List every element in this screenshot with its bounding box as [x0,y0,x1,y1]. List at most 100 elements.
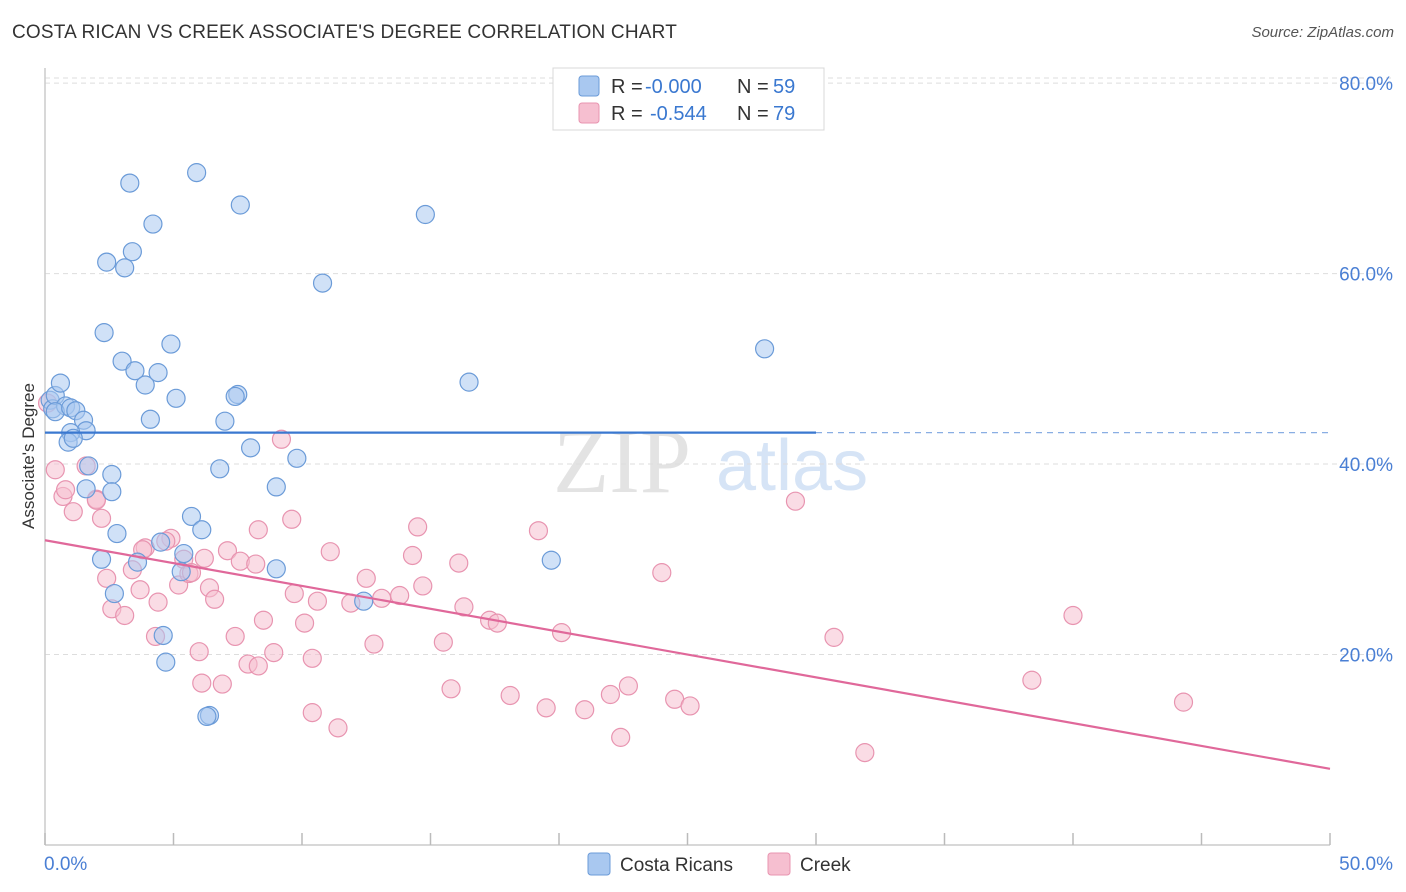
creek-point [402,545,423,566]
costa-rican-point [156,652,176,672]
costa-rican-point [541,550,561,570]
creek-point [271,429,292,449]
costa-rican-point [174,543,194,564]
costa-rican-point [754,339,775,359]
creek-point [536,698,556,718]
creek-point [264,643,284,663]
creek-point [97,568,117,588]
costa-rican-point [102,464,122,485]
creek-point [282,509,302,529]
costa-rican-point [266,559,286,579]
creek-point [364,634,384,654]
costa-rican-point [192,520,212,540]
costa-rican-point [97,252,117,272]
creek-point [433,632,453,652]
costa-rican-point [171,562,191,582]
creek-point [1173,692,1194,712]
legend-swatch-creek [767,852,791,876]
creek-point [1022,670,1042,690]
creek-point [408,517,428,537]
stats-r-value-1: -0.000 [645,76,702,98]
costa-rican-point [266,477,286,497]
creek-point [302,648,322,668]
creek-point [253,610,274,630]
costa-rican-point [115,258,135,278]
costa-rican-point [415,204,435,225]
creek-point [294,613,315,633]
stats-n-value-1: 59 [773,76,795,98]
creek-point [248,656,268,676]
creek-point [55,480,76,500]
creek-point [192,673,212,693]
costa-rican-point [102,482,122,502]
costa-rican-point [197,706,217,727]
legend-label-costa-ricans: Costa Ricans [620,855,733,876]
creek-point [130,580,150,600]
creek-point [618,676,638,696]
creek-point [307,591,328,611]
source-label: Source: ZipAtlas.com [1251,24,1394,41]
creek-point [246,554,266,574]
watermark: ZIP atlas [553,410,868,512]
y-tick-label: 20.0% [1339,646,1393,667]
creek-point [194,548,214,568]
x-tick-label-max: 50.0% [1339,854,1393,875]
creek-trend-line [44,539,1331,770]
creek-point [148,592,168,612]
stats-r-label-1: R = [611,76,643,98]
creek-point [302,703,322,723]
y-tick-labels: 20.0% 40.0% 60.0% 80.0% [1339,74,1393,666]
costa-rican-point [225,386,245,407]
costa-rican-point [241,438,261,458]
creek-point [45,460,65,480]
stats-legend: R = -0.000 N = 59 R = -0.544 N = 79 [552,67,825,131]
creek-point [487,613,507,633]
creek-point [217,541,238,561]
creek-point [205,589,225,609]
creek-point [248,520,268,540]
y-axis-title: Associate's Degree [19,383,38,529]
costa-rican-point [181,506,202,527]
creek-point [63,502,83,522]
costa-rican-point [187,163,207,183]
costa-rican-point [210,459,230,479]
costa-rican-point [161,334,181,354]
stats-n-label-2: N = [737,103,769,125]
y-tick-label: 60.0% [1339,265,1393,286]
creek-point [824,627,844,647]
trend-lines [44,431,1331,770]
creek-point [115,605,135,626]
costa-rican-point [215,411,235,431]
chart-title: COSTA RICAN VS CREEK ASSOCIATE'S DEGREE … [12,22,678,43]
stats-swatch-pink [578,102,600,124]
creek-point [189,642,209,662]
costa-rican-point [230,195,250,215]
creek-point [413,576,433,596]
creek-point [528,521,549,541]
costa-rican-point [76,479,96,499]
costa-rican-point [459,372,479,392]
costa-rican-point [312,273,333,293]
costa-rican-point [140,409,160,429]
costa-rican-point [112,351,132,371]
creek-point [91,508,112,528]
stats-swatch-blue [578,75,600,97]
creek-point [212,674,232,694]
creek-point [356,568,376,588]
costa-rican-point [151,532,171,552]
creek-point [575,700,595,720]
legend-label-creek: Creek [800,855,851,876]
x-ticks [44,833,1331,845]
stats-n-value-2: 79 [773,103,795,125]
creek-point [600,684,621,705]
creek-point [652,563,672,583]
creek-point [284,583,304,604]
costa-rican-point [166,388,186,408]
costa-rican-point [148,363,168,383]
costa-rican-point [120,173,140,193]
x-tick-label-min: 0.0% [44,854,87,875]
creek-point [441,679,461,699]
costa-rican-point [63,428,83,448]
costa-rican-points [40,163,775,727]
